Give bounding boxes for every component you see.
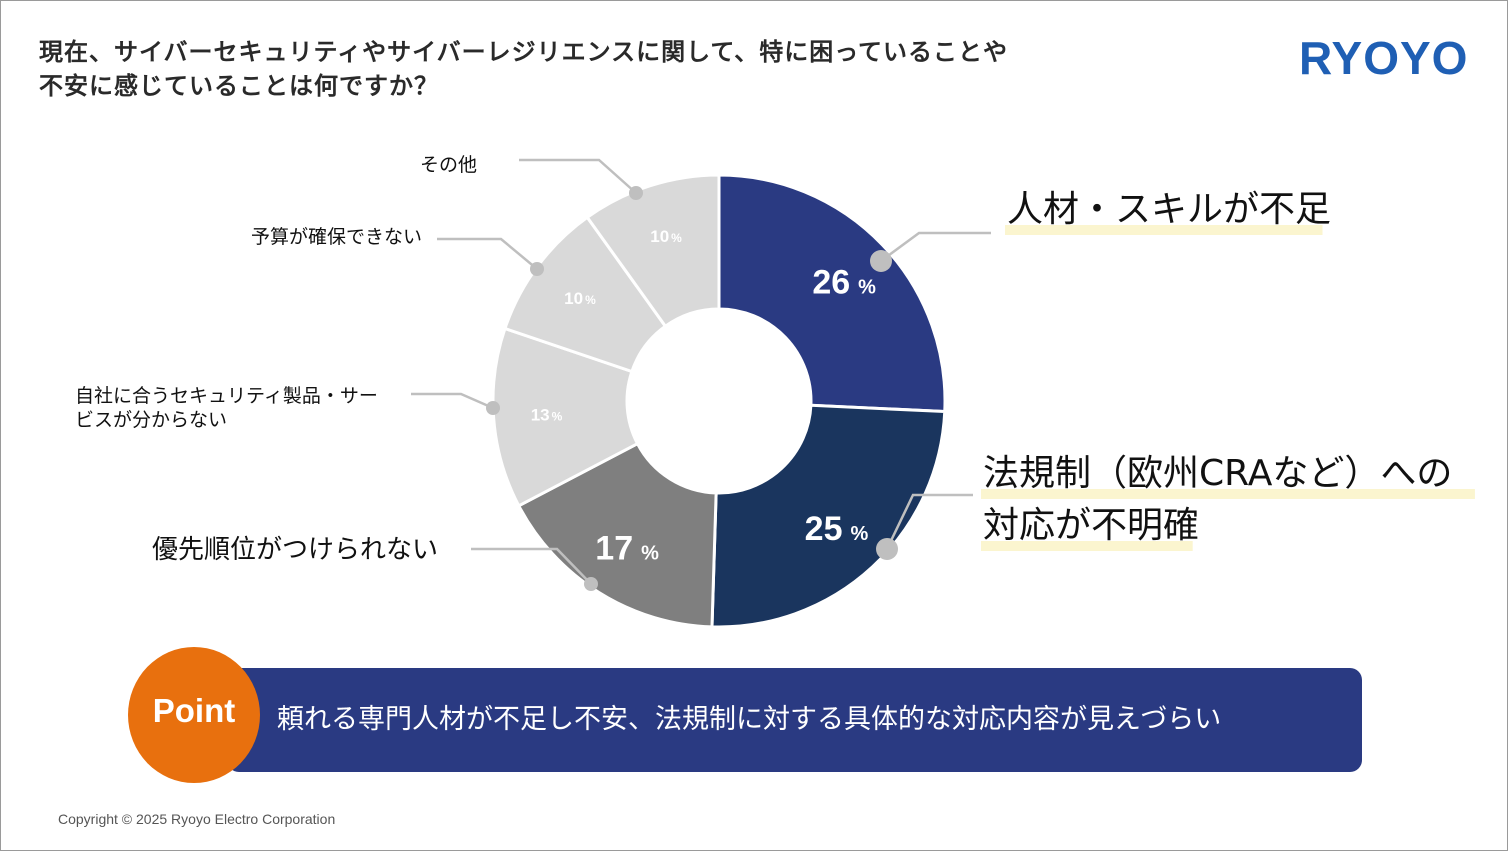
slice-value-label-2: 25%: [805, 510, 869, 548]
leader-dot-6: [629, 186, 643, 200]
title-line-1: 現在、サイバーセキュリティやサイバーレジリエンスに関して、特に困っていることや: [39, 38, 1008, 66]
title-line-2: 不安に感じていることは何ですか？: [39, 72, 439, 100]
category-label-1-1: 人材・スキルが不足: [1007, 189, 1331, 230]
leader-dot-2: [876, 538, 898, 560]
category-label-4-2: ビスが分からない: [75, 409, 227, 431]
donut-slice-1: [717, 173, 947, 414]
leader-line-5: [437, 237, 538, 270]
leader-line-3: [471, 547, 592, 585]
leader-dot-3: [584, 577, 598, 591]
label-highlight-1-1: [1005, 225, 1323, 235]
point-banner: 頼れる専門人材が不足し不安、法規制に対する具体的な対応内容が見えづらい: [227, 668, 1362, 772]
donut-slice-6: [585, 173, 721, 329]
leader-dot-4: [486, 401, 500, 415]
slice-value-label-1: 26%: [812, 263, 876, 301]
leader-line-2: [885, 493, 973, 550]
label-highlight-2-1: [981, 489, 1475, 499]
copyright: Copyright © 2025 Ryoyo Electro Corporati…: [58, 811, 336, 827]
leader-dot-1: [870, 250, 892, 272]
point-badge-label: Point: [152, 692, 236, 729]
slice-value-label-6: 10%: [650, 227, 682, 246]
category-label-2-2: 対応が不明確: [983, 505, 1199, 546]
category-label-5-1: 予算が確保できない: [251, 226, 422, 248]
leader-line-6: [519, 158, 637, 194]
slice-value-label-5: 10%: [564, 289, 596, 308]
ryoyo-logo: RYOYO: [1299, 32, 1469, 84]
leader-line-4: [411, 392, 494, 410]
slice-value-label-3: 17%: [595, 530, 659, 568]
donut-slice-3: [516, 441, 718, 629]
category-label-4-1: 自社に合うセキュリティ製品・サー: [75, 385, 378, 407]
label-highlight-2-2: [981, 541, 1193, 551]
category-label-3-1: 優先順位がつけられない: [152, 535, 438, 565]
page-title: 現在、サイバーセキュリティやサイバーレジリエンスに関して、特に困っていることや …: [39, 35, 1219, 103]
slice-value-label-4: 13%: [531, 405, 563, 424]
category-label-6-1: その他: [420, 154, 477, 176]
leader-line-1: [880, 231, 991, 263]
leader-dot-5: [530, 262, 544, 276]
point-text: 頼れる専門人材が不足し不安、法規制に対する具体的な対応内容が見えづらい: [277, 704, 1222, 735]
donut-slice-4: [491, 326, 640, 508]
donut-slice-2: [710, 403, 947, 629]
category-label-2-1: 法規制（欧州CRAなど）への: [983, 453, 1452, 494]
point-badge: Point: [128, 647, 260, 783]
